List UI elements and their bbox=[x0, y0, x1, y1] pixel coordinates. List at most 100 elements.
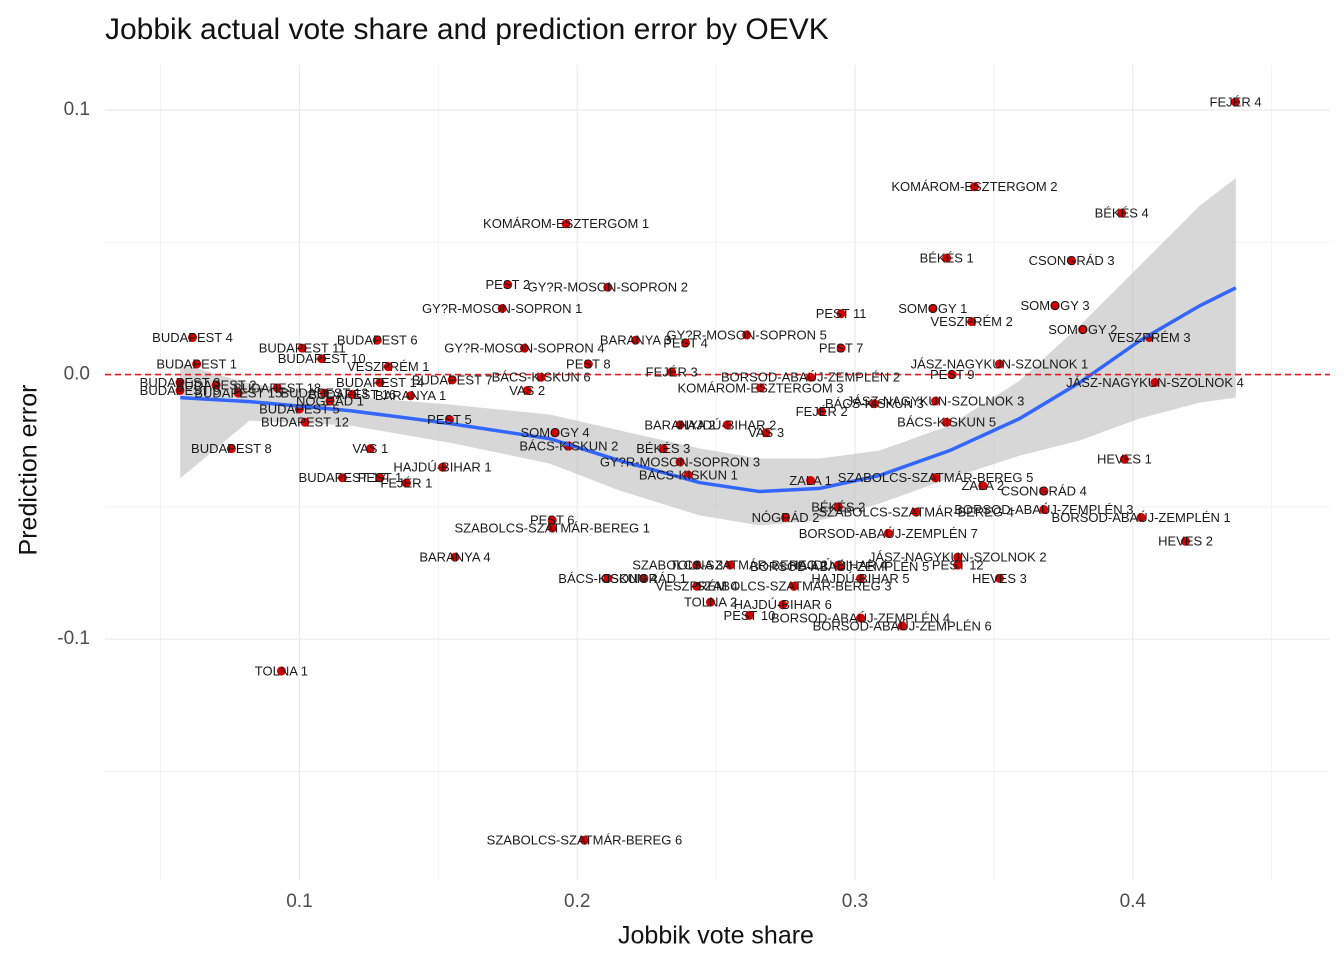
point-label: VAS 1 bbox=[352, 441, 388, 456]
point-label: KOMÁROM-ESZTERGOM 2 bbox=[891, 179, 1057, 194]
point-label: SOMOGY 1 bbox=[898, 301, 967, 316]
point bbox=[967, 317, 977, 327]
point-label: BARANYA 2 bbox=[644, 417, 715, 432]
point bbox=[942, 417, 952, 427]
point-label: PEST 12 bbox=[932, 558, 984, 573]
point-label: BORSOD-ABAÚJ-ZEMPLÉN 7 bbox=[799, 526, 978, 541]
point-label: BUDAPEST 7 bbox=[412, 372, 493, 387]
point bbox=[836, 343, 846, 353]
point bbox=[744, 610, 754, 620]
point-label: GY?R-MOSON-SOPRON 2 bbox=[528, 280, 688, 295]
point bbox=[211, 380, 221, 390]
point bbox=[781, 512, 791, 522]
point-label: BÁCS-KISKUN 4 bbox=[558, 571, 657, 586]
point-label: BORSOD-ABAÚJ-ZEMPLÉN 5 bbox=[750, 559, 929, 574]
point-label: FEJÉR 1 bbox=[380, 476, 432, 491]
point-label: BUDAPEST 15 bbox=[194, 386, 282, 401]
point bbox=[297, 343, 307, 353]
point-label: KOMÁROM-ESZTERGOM 3 bbox=[677, 380, 843, 395]
point bbox=[631, 335, 641, 345]
point-label: CSONGRÁD 4 bbox=[1001, 483, 1087, 498]
point bbox=[317, 354, 327, 364]
point-label: BUDAPEST 8 bbox=[191, 441, 272, 456]
point bbox=[192, 359, 202, 369]
point bbox=[365, 444, 375, 454]
point bbox=[383, 362, 393, 372]
point bbox=[522, 385, 532, 395]
chart-title: Jobbik actual vote share and prediction … bbox=[105, 13, 829, 46]
point-label: FEJÉR 3 bbox=[646, 364, 698, 379]
point-label: GY?R-MOSON-SOPRON 1 bbox=[422, 301, 582, 316]
smooth-line bbox=[180, 286, 1237, 494]
point bbox=[276, 666, 286, 676]
point-label: TOLNA 2 bbox=[684, 595, 737, 610]
point-label: PEST 6 bbox=[530, 513, 575, 528]
point-label: BUDAPEST 13 bbox=[280, 386, 368, 401]
point bbox=[1150, 378, 1160, 388]
point-label: BORSOD-ABAÚJ-ZEMPLÉN 2 bbox=[721, 370, 900, 385]
point-label: PEST 2 bbox=[485, 277, 530, 292]
point-label: VESZPRÉM 4 bbox=[655, 579, 737, 594]
point-label: BUDAPEST 12 bbox=[261, 415, 349, 430]
point bbox=[869, 399, 879, 409]
point bbox=[175, 385, 185, 395]
point-label: BARANYA 1 bbox=[375, 388, 446, 403]
point-label: BÁCS-KISKUN 6 bbox=[492, 370, 591, 385]
point bbox=[1117, 208, 1127, 218]
point bbox=[836, 309, 846, 319]
point bbox=[969, 182, 979, 192]
point bbox=[806, 475, 816, 485]
x-axis-label: Jobbik vote share bbox=[618, 922, 814, 950]
point bbox=[994, 359, 1004, 369]
point-label: PEST 8 bbox=[566, 356, 611, 371]
point-label: HAJDÚ-BIHAR 4 bbox=[789, 558, 887, 573]
point-label: BUDAPEST 1 bbox=[156, 356, 237, 371]
point bbox=[603, 573, 613, 583]
point bbox=[375, 378, 385, 388]
point bbox=[272, 383, 282, 393]
point bbox=[406, 391, 416, 401]
point bbox=[175, 378, 185, 388]
point-label: PEST 5 bbox=[427, 412, 472, 427]
point bbox=[722, 420, 732, 430]
point bbox=[639, 573, 649, 583]
point-label: SOMOGY 3 bbox=[1020, 298, 1089, 313]
point-label: TOLNA 1 bbox=[255, 663, 308, 678]
point bbox=[675, 420, 685, 430]
point-label: TOLNA 3 bbox=[670, 558, 723, 573]
point-label: BORSOD-ABAÚJ-ZEMPLÉN 3 bbox=[954, 502, 1133, 517]
point bbox=[226, 444, 236, 454]
point bbox=[994, 573, 1004, 583]
y-tick-label: 0.1 bbox=[64, 99, 90, 120]
point bbox=[817, 407, 827, 417]
point bbox=[347, 389, 357, 399]
point bbox=[547, 523, 557, 533]
point bbox=[550, 428, 560, 438]
point-label: VESZPRÉM 3 bbox=[1108, 330, 1190, 345]
point-label: BUDAPEST 4 bbox=[152, 330, 233, 345]
point bbox=[401, 478, 411, 488]
point bbox=[547, 515, 557, 525]
point-label: SZABOLCS-SZATMÁR-BEREG 4 bbox=[818, 505, 1014, 520]
point bbox=[706, 597, 716, 607]
point bbox=[1136, 512, 1146, 522]
point bbox=[1039, 505, 1049, 515]
point-label: BUDAPEST 14 bbox=[336, 375, 424, 390]
point bbox=[338, 473, 347, 483]
point bbox=[497, 303, 507, 313]
point-label: NÓGRÁD 1 bbox=[296, 393, 364, 408]
point-label: BORSOD-ABAÚJ-ZEMPLÉN 6 bbox=[813, 618, 992, 633]
point-label: ZALA 1 bbox=[789, 473, 832, 488]
point-label: GY?R-MOSON-SOPRON 5 bbox=[666, 327, 826, 342]
point bbox=[447, 375, 457, 385]
point bbox=[300, 417, 310, 427]
point-label: SOMOGY 4 bbox=[520, 425, 589, 440]
point-label: CSONGRÁD 1 bbox=[601, 571, 687, 586]
point bbox=[375, 473, 385, 483]
point-label: JÁSZ-NAGYKUN-SZOLNOK 3 bbox=[847, 393, 1025, 408]
point-label: GY?R-MOSON-SOPRON 4 bbox=[444, 341, 604, 356]
point bbox=[897, 621, 907, 631]
x-tick-label: 0.3 bbox=[842, 891, 868, 912]
point bbox=[947, 370, 957, 380]
